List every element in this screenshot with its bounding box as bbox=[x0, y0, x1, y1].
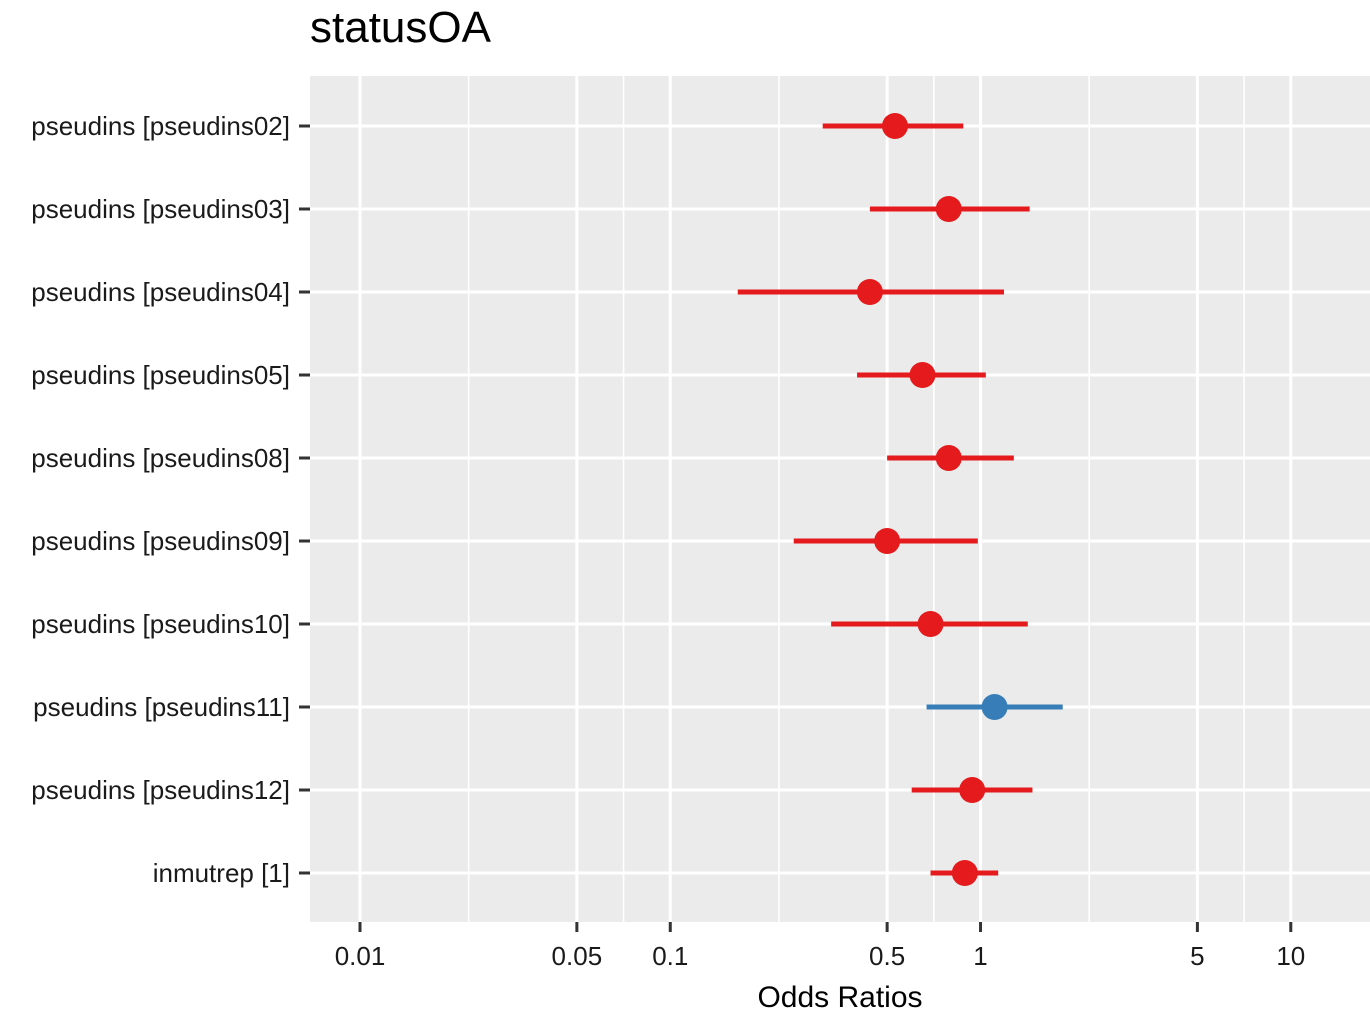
x-tick-label: 0.1 bbox=[652, 941, 688, 971]
x-tick-label: 1 bbox=[973, 941, 987, 971]
x-axis-ticks: 0.01 0.05 0.1 0.5 1 5 10 bbox=[335, 922, 1305, 971]
x-tick-label: 0.5 bbox=[869, 941, 905, 971]
y-axis-label: pseudins [pseudins11] bbox=[33, 692, 290, 722]
plot-panel bbox=[310, 76, 1370, 922]
y-axis-label: pseudins [pseudins02] bbox=[31, 111, 290, 141]
estimate-point bbox=[881, 113, 908, 139]
x-tick-label: 0.05 bbox=[552, 941, 603, 971]
x-axis-title: Odds Ratios bbox=[757, 981, 922, 1009]
estimate-point bbox=[856, 279, 883, 305]
estimate-point bbox=[909, 362, 936, 388]
minor-gridlines bbox=[467, 76, 1245, 922]
x-tick-label: 5 bbox=[1190, 941, 1204, 971]
estimate-point bbox=[935, 196, 962, 222]
y-axis-label: pseudins [pseudins12] bbox=[31, 775, 290, 805]
estimate-point bbox=[951, 860, 978, 886]
chart-title: statusOA bbox=[310, 3, 492, 52]
estimate-marks bbox=[737, 113, 1063, 886]
y-axis-label: inmutrep [1] bbox=[153, 858, 290, 888]
estimate-point bbox=[959, 777, 986, 803]
y-axis-label: pseudins [pseudins08] bbox=[31, 443, 290, 473]
estimate-point bbox=[917, 611, 944, 637]
x-tick-label: 0.01 bbox=[335, 941, 386, 971]
estimate-point bbox=[981, 694, 1008, 720]
estimate-point bbox=[874, 528, 901, 554]
estimate-point bbox=[935, 445, 962, 471]
y-axis-label: pseudins [pseudins05] bbox=[31, 360, 290, 390]
y-axis-labels: pseudins [pseudins02] pseudins [pseudins0… bbox=[31, 111, 310, 888]
x-tick-label: 10 bbox=[1276, 941, 1305, 971]
y-axis-label: pseudins [pseudins10] bbox=[31, 609, 290, 639]
y-axis-label: pseudins [pseudins04] bbox=[31, 277, 290, 307]
y-axis-label: pseudins [pseudins09] bbox=[31, 526, 290, 556]
y-axis-label: pseudins [pseudins03] bbox=[31, 194, 290, 224]
